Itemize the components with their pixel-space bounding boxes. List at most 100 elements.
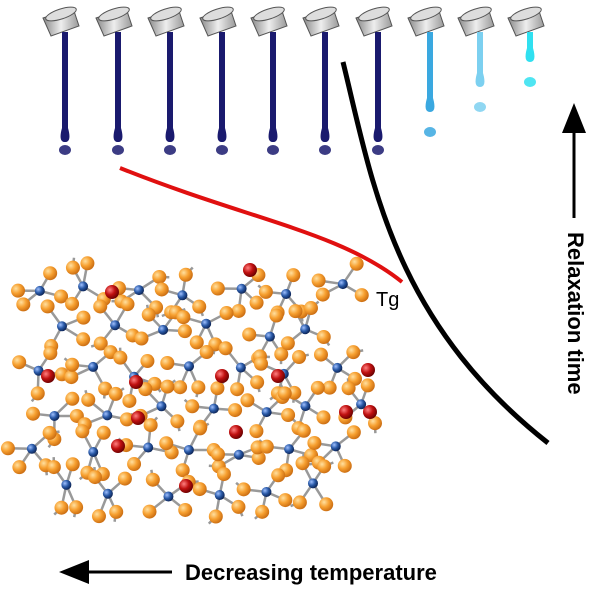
oxygen-atom (122, 393, 137, 408)
oxygen-atom (219, 306, 234, 321)
oxygen-atom (250, 375, 265, 390)
pouring-cups (42, 6, 545, 155)
oxygen-atom (278, 493, 293, 508)
silicon-atom (102, 410, 113, 421)
cup-rim (358, 6, 390, 22)
oxygen-atom (231, 303, 246, 318)
oxygen-atom (160, 379, 175, 394)
oxygen-atom (96, 425, 111, 440)
oxygen-atom (280, 336, 295, 351)
oxygen-atom (303, 301, 318, 316)
oxygen-atom (154, 282, 169, 297)
oxygen-atom (16, 297, 31, 312)
oxygen-atom (26, 406, 41, 421)
cation-atom (129, 375, 143, 389)
cup-rim (202, 6, 234, 22)
oxygen-atom (315, 287, 330, 302)
silicon-atom (34, 285, 45, 296)
oxygen-atom (43, 266, 58, 281)
cup-rim (45, 6, 77, 22)
oxygen-atom (277, 386, 292, 401)
silicon-atom (163, 491, 174, 502)
molecular-network (0, 256, 383, 525)
oxygen-atom (12, 460, 27, 475)
oxygen-atom (65, 391, 80, 406)
drop (267, 145, 279, 155)
stream (320, 32, 330, 142)
oxygen-atom (177, 324, 192, 339)
cation-atom (131, 411, 145, 425)
cup-rim (150, 6, 182, 22)
oxygen-atom (337, 458, 352, 473)
oxygen-atom (134, 331, 149, 346)
oxygen-atom (0, 441, 15, 456)
silicon-atom (214, 490, 225, 501)
silicon-atom (261, 407, 272, 418)
drop (112, 145, 124, 155)
oxygen-atom (251, 450, 266, 465)
oxygen-atom (176, 310, 191, 325)
oxygen-atom (192, 482, 207, 497)
stream (425, 32, 435, 112)
oxygen-atom (81, 392, 96, 407)
cation-atom (229, 425, 243, 439)
oxygen-atom (108, 386, 123, 401)
silicon-atom (158, 324, 169, 335)
cation-atom (179, 479, 193, 493)
oxygen-atom (254, 356, 269, 371)
oxygen-atom (145, 472, 160, 487)
stream (373, 32, 383, 142)
glass-curve (119, 166, 404, 284)
stream (268, 32, 278, 142)
oxygen-atom (76, 332, 91, 347)
drop (164, 145, 176, 155)
silicon-atom (261, 486, 272, 497)
silicon-atom (337, 279, 348, 290)
silicon-atom (102, 488, 113, 499)
oxygen-atom (210, 281, 225, 296)
stream (165, 32, 175, 142)
oxygen-atom (316, 410, 331, 425)
oxygen-atom (189, 335, 204, 350)
oxygen-atom (322, 380, 337, 395)
oxygen-atom (274, 347, 289, 362)
oxygen-atom (354, 288, 369, 303)
cation-atom (111, 439, 125, 453)
cup-rim (98, 6, 130, 22)
oxygen-atom (119, 412, 134, 427)
oxygen-atom (269, 308, 284, 323)
oxygen-atom (281, 408, 296, 423)
stream (525, 32, 535, 62)
oxygen-atom (313, 347, 328, 362)
oxygen-atom (216, 467, 231, 482)
oxygen-atom (173, 380, 188, 395)
silicon-atom (201, 318, 212, 329)
silicon-atom (184, 361, 195, 372)
oxygen-atom (319, 497, 334, 512)
oxygen-atom (210, 381, 225, 396)
oxygen-atom (259, 439, 274, 454)
oxygen-atom (310, 380, 325, 395)
oxygen-atom (178, 267, 193, 282)
oxygen-atom (113, 350, 128, 365)
oxygen-atom (349, 256, 364, 271)
silicon-atom (183, 444, 194, 455)
cation-atom (339, 405, 353, 419)
oxygen-atom (296, 423, 311, 438)
oxygen-atom (87, 470, 102, 485)
silicon-atom (26, 443, 37, 454)
drop (424, 127, 436, 137)
oxygen-atom (192, 299, 207, 314)
silicon-atom (88, 447, 99, 458)
oxygen-atom (43, 346, 58, 361)
drop (474, 102, 486, 112)
oxygen-atom (242, 327, 257, 342)
silicon-atom (208, 403, 219, 414)
oxygen-atom (295, 456, 310, 471)
oxygen-atom (91, 509, 106, 524)
silicon-atom (233, 449, 244, 460)
oxygen-atom (64, 370, 79, 385)
drop (372, 145, 384, 155)
oxygen-atom (54, 289, 69, 304)
